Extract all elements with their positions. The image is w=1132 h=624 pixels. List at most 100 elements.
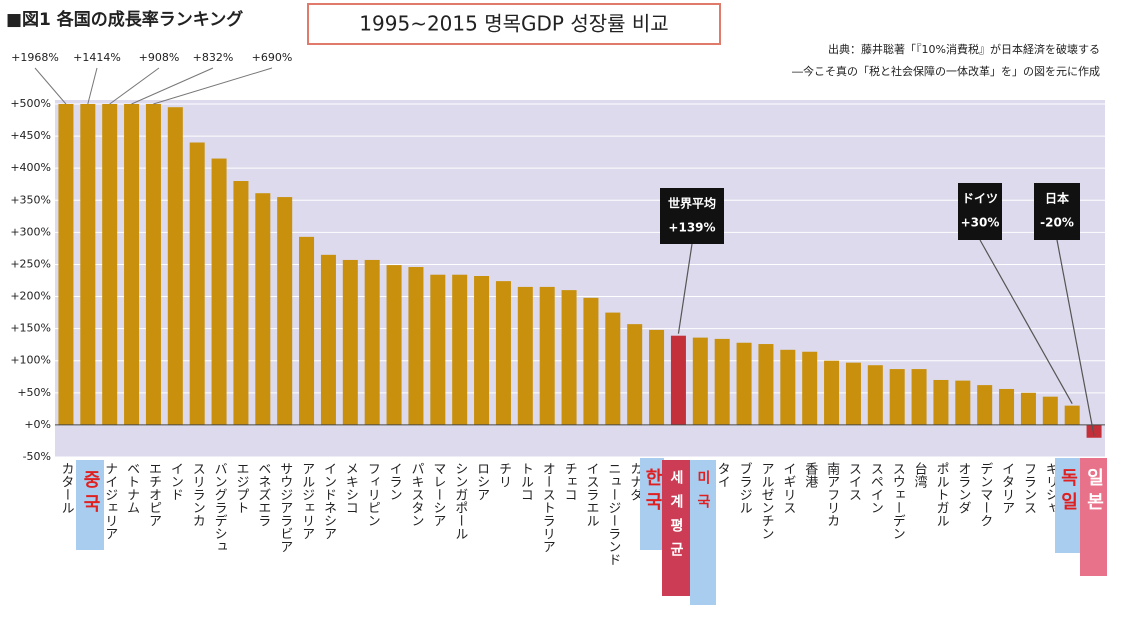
callout-text: 日本 (1045, 191, 1069, 206)
bar (933, 379, 949, 425)
bar (1042, 396, 1058, 425)
x-tick-label: 南アフリカ (824, 461, 840, 527)
y-tick-label: +500% (10, 97, 51, 110)
x-tick-label: エジプト (233, 462, 248, 514)
x-tick-label: チェコ (562, 462, 577, 501)
value-label: +908% (139, 51, 180, 64)
callout-line (677, 243, 693, 334)
x-tick-label: ロシア (474, 462, 489, 501)
bars (58, 104, 1102, 438)
x-tick-label: イタリア (999, 462, 1014, 514)
callout-text: -20% (1040, 216, 1074, 230)
leader-line (153, 67, 273, 105)
x-tick-label: シンガポール (452, 462, 467, 540)
bar (495, 281, 511, 425)
bar (758, 344, 774, 425)
bar (386, 265, 402, 425)
y-tick-label: +250% (10, 257, 51, 270)
callout-box (660, 188, 724, 244)
bar (255, 193, 271, 425)
bar (845, 362, 861, 425)
overlay-label: 세계평균 (668, 470, 684, 566)
y-tick-label: +150% (10, 322, 51, 335)
bar (430, 274, 446, 425)
x-tick-label: カタール (58, 462, 73, 514)
bar (58, 104, 74, 425)
y-tick-label: +100% (10, 354, 51, 367)
bar (692, 337, 708, 425)
y-tick-label: +200% (10, 290, 51, 303)
callout-text: +30% (961, 216, 1000, 230)
bar (517, 286, 533, 425)
x-tick-label: ニュージーランド (605, 462, 620, 566)
x-tick-label: イギリス (780, 462, 795, 514)
bar (364, 259, 380, 425)
overlay-box (76, 460, 104, 550)
bar (999, 388, 1015, 425)
x-tick-label: フランス (1021, 462, 1036, 514)
bar (408, 267, 424, 425)
x-tick-label: マレーシア (430, 462, 445, 527)
y-tick-label: +300% (10, 225, 51, 238)
x-tick-label: パキスタン (408, 462, 424, 527)
x-tick-label: インド (168, 462, 183, 501)
overlay-box (1055, 458, 1080, 553)
callout-text: 世界平均 (668, 196, 716, 211)
x-tick-label: アルジェリア (299, 462, 314, 540)
leader-line (109, 67, 160, 105)
y-tick-label: +400% (10, 161, 51, 174)
callout-line (1056, 239, 1095, 436)
x-tick-label: スペイン (868, 462, 884, 514)
bar (320, 254, 336, 425)
overlay-box (690, 460, 716, 605)
bar (889, 369, 905, 425)
x-tick-label: ポルトガル (933, 462, 948, 527)
x-tick-label: オランダ (955, 462, 970, 514)
bar (167, 107, 183, 425)
bar (670, 335, 686, 425)
plot-area (55, 100, 1105, 457)
overlay-label: 독일 (1058, 468, 1079, 516)
source: 出典：藤井聡著「『10%消費税』が日本経済を破壊する (828, 42, 1100, 56)
x-tick-label: アルゼンチン (758, 462, 774, 540)
x-tick-label: バングラデシュ (212, 462, 228, 553)
leader-line (87, 67, 98, 105)
leader-line (131, 67, 214, 105)
callout-text: +139% (668, 221, 715, 235)
bar (780, 349, 796, 425)
bar (1086, 424, 1102, 438)
x-tick-label: ギリシャ (1043, 462, 1058, 514)
x-tick-label: ベネズエラ (255, 462, 271, 527)
bar (605, 312, 621, 425)
x-tick-label: イスラエル (583, 462, 598, 527)
x-tick-label: スウェーデン (890, 462, 905, 540)
bar (955, 380, 971, 425)
x-tick-label: カナダ (627, 462, 642, 501)
bar (211, 158, 227, 425)
callout-line (979, 239, 1073, 404)
x-tick-label: チリ (496, 462, 511, 488)
bar (474, 276, 490, 425)
overlay-label: 한국 (642, 468, 663, 516)
y-tick-label: -50% (23, 450, 51, 463)
bar (867, 365, 883, 425)
bar (802, 351, 818, 425)
overlay-label: 중국 (80, 470, 101, 518)
x-tick-label: デンマーク (977, 462, 992, 527)
bar (233, 181, 249, 425)
bar (277, 197, 293, 425)
x-tick-label: 台湾 (912, 462, 928, 488)
overlay-label: 미국 (695, 470, 711, 518)
bar (977, 385, 993, 425)
bar (452, 274, 468, 425)
x-tick-label: トルコ (518, 462, 533, 501)
bar (80, 104, 96, 425)
x-tick-label: ブラジル (737, 461, 752, 514)
bar (824, 360, 840, 425)
overlay-box (662, 460, 690, 596)
bar (539, 286, 555, 425)
bar (911, 369, 927, 425)
value-label: +1968% (11, 51, 59, 64)
x-tick-label: オーストラリア (540, 462, 555, 553)
y-tick-label: +50% (17, 386, 51, 399)
